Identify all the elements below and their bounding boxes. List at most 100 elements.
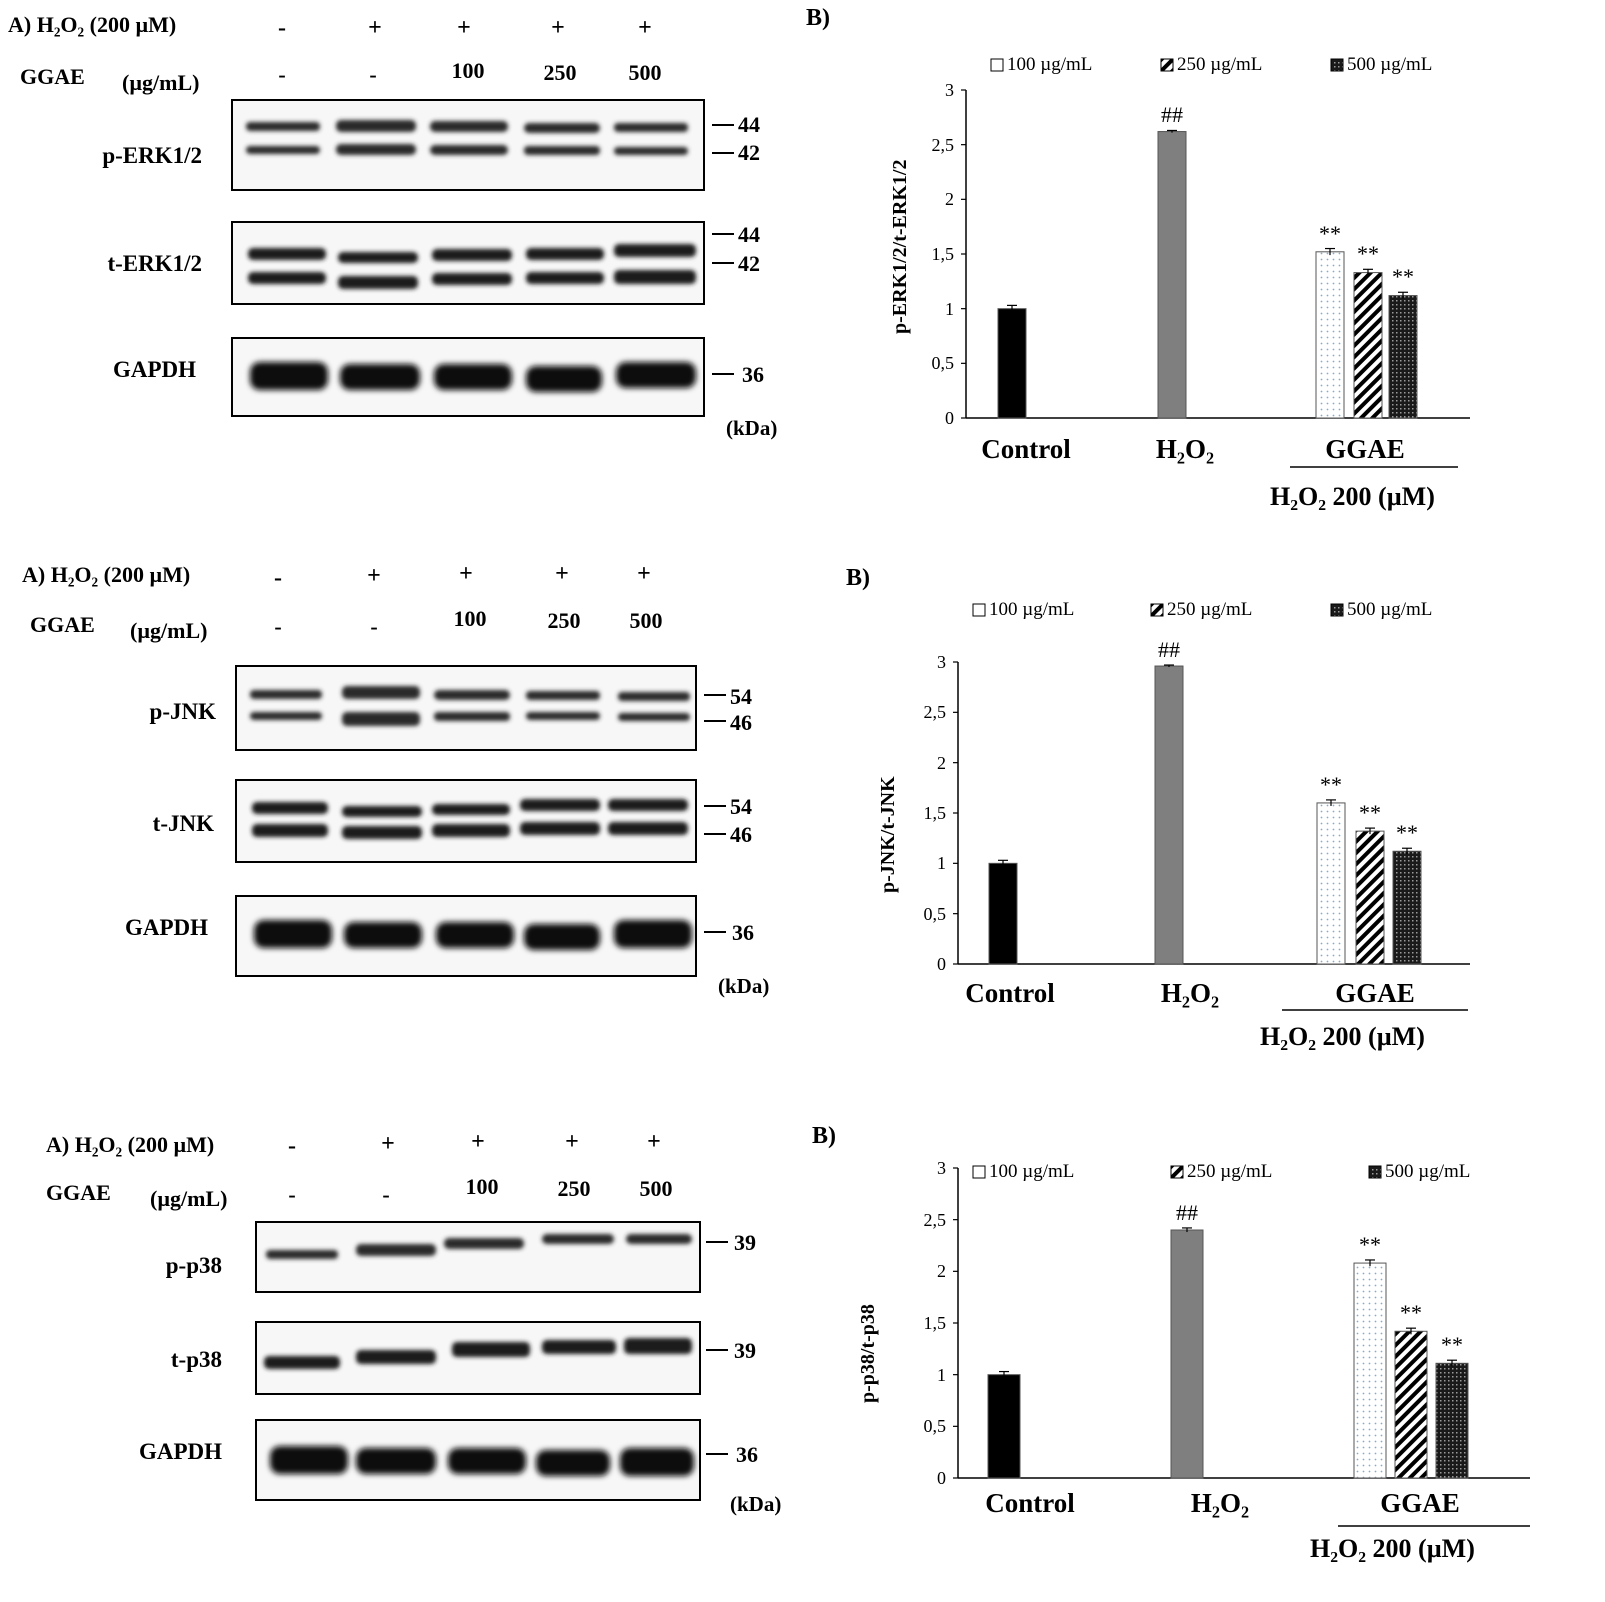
bar-h2o2 [1157, 131, 1187, 419]
group-sublabel: H₂O₂ 200 (µM) [1270, 482, 1435, 511]
ggae-lane-2: - [369, 62, 377, 87]
y-tick-label: 1 [945, 298, 954, 319]
blot-figure-svg [231, 99, 734, 417]
bar-ggae-500 [1388, 295, 1418, 419]
bar-ggae-100 [1316, 802, 1346, 965]
marker-36: 36 [742, 362, 764, 387]
y-tick-label: 2,5 [923, 1209, 947, 1230]
ggae-lane-5: 500 [629, 608, 663, 633]
significance-stars: ** [1392, 264, 1414, 290]
h2o2-lane-5: + [637, 561, 651, 587]
ggae-lane-1: - [288, 1182, 296, 1207]
y-tick-label: 1 [937, 853, 946, 874]
ggae-lane-1: - [278, 62, 286, 87]
marker-ticks-2 [704, 694, 726, 933]
category-label: GGAE [1335, 978, 1415, 1008]
legend-item: 250 µg/mL [1160, 55, 1262, 74]
legend-swatch [1330, 58, 1344, 71]
y-tick-label: 0 [945, 408, 954, 428]
category-label: GGAE [1380, 1488, 1460, 1518]
y-axis-label: p-ERK1/2/t-ERK1/2 [889, 159, 911, 334]
marker-46: 46 [730, 822, 752, 847]
treatment-ggae-label: GGAE [20, 64, 85, 89]
legend-swatch [1170, 1165, 1184, 1178]
significance-stars: ** [1357, 241, 1379, 267]
blot-bands-t-erk [248, 244, 696, 289]
significance-stars: ** [1320, 771, 1342, 797]
group-sublabel: H₂O₂ 200 (µM) [1310, 1534, 1475, 1563]
blot-bands-gapdh-3 [270, 1446, 694, 1476]
y-tick-label: 1,5 [931, 244, 955, 264]
ggae-lane-3: 100 [451, 58, 485, 83]
h2o2-lane-2: + [368, 15, 382, 41]
marker-ticks-3 [706, 1241, 728, 1455]
blot-name-gapdh: GAPDH [138, 1439, 222, 1464]
h2o2-lane-1: - [274, 565, 282, 591]
bar-control [987, 1374, 1021, 1479]
ggae-lane-3: 100 [453, 606, 487, 631]
kda-unit: (kDa) [718, 974, 770, 998]
significance-hash: ## [1158, 637, 1180, 663]
kda-unit: (kDa) [730, 1492, 782, 1516]
ggae-lane-4: 250 [547, 608, 581, 633]
blot-figure-svg [235, 665, 726, 977]
kda-unit: (kDa) [726, 416, 778, 440]
marker-36: 36 [732, 920, 754, 945]
ggae-lane-3: 100 [465, 1174, 499, 1199]
legend-label: 100 µg/mL [989, 1161, 1075, 1182]
blot-bands-p-jnk [250, 686, 690, 726]
bar-control [988, 862, 1018, 965]
significance-hash: ## [1176, 1199, 1198, 1225]
blot-figure-svg [255, 1221, 728, 1501]
y-tick-label: 0,5 [923, 1416, 947, 1437]
panel-b-label: B) [806, 5, 830, 31]
legend-item: 250 µg/mL [1150, 600, 1252, 619]
legend-label: 250 µg/mL [1167, 599, 1253, 620]
marker-44: 44 [738, 112, 760, 137]
significance-stars: ** [1359, 1231, 1381, 1257]
blot-bands-gapdh-2 [254, 920, 692, 950]
figure-panel-erk: A) H₂O₂ (200 µM) GGAE (µg/mL) - + + + + … [0, 0, 1605, 530]
bar-ggae-100 [1353, 1262, 1387, 1479]
panel-b-label: B) [846, 565, 870, 591]
treatment-ggae-unit: (µg/mL) [122, 70, 200, 95]
bar-ggae-100 [1315, 251, 1345, 419]
legend-swatch [1368, 1165, 1382, 1178]
blot-bands-t-jnk [252, 799, 688, 839]
blot-box-p-jnk [235, 665, 697, 751]
category-label: Control [965, 978, 1055, 1008]
y-tick-label: 1,5 [923, 1313, 947, 1333]
chart-2 [953, 661, 1470, 1011]
significance-hash: ## [1161, 102, 1183, 128]
blot-name-t-jnk: t-JNK [152, 811, 214, 836]
treatment-ggae-label: GGAE [46, 1180, 111, 1205]
treatment-h2o2-label: A) H₂O₂ (200 µM) [22, 562, 191, 587]
legend-swatch [972, 1165, 986, 1178]
chart-3 [953, 1167, 1530, 1527]
y-tick-label: 0 [937, 954, 946, 974]
ggae-lane-4: 250 [543, 60, 577, 85]
group-sublabel: H₂O₂ 200 (µM) [1260, 1022, 1425, 1051]
blot-bands-t-p38 [264, 1338, 692, 1369]
bar-control [997, 308, 1027, 419]
ggae-lane-1: - [274, 614, 282, 639]
h2o2-lane-1: - [288, 1133, 296, 1159]
marker-42: 42 [738, 140, 760, 165]
blot-name-t-erk: t-ERK1/2 [107, 251, 202, 276]
marker-44: 44 [738, 222, 760, 247]
legend-swatch [1160, 58, 1174, 71]
category-label: Control [985, 1488, 1075, 1518]
legend-item: 500 µg/mL [1330, 600, 1432, 619]
significance-stars: ** [1396, 820, 1418, 846]
marker-42: 42 [738, 251, 760, 276]
significance-stars: ** [1441, 1332, 1463, 1358]
y-axis-label: p-p38/t-p38 [857, 1304, 879, 1403]
h2o2-lane-4: + [555, 561, 569, 587]
ggae-lane-2: - [382, 1182, 390, 1207]
marker-ticks-1 [712, 124, 734, 375]
y-tick-label: 3 [937, 1158, 946, 1178]
chart-1 [961, 89, 1470, 468]
legend-label: 500 µg/mL [1385, 1161, 1471, 1182]
legend-item: 100 µg/mL [972, 600, 1074, 619]
legend-label: 500 µg/mL [1347, 599, 1433, 620]
